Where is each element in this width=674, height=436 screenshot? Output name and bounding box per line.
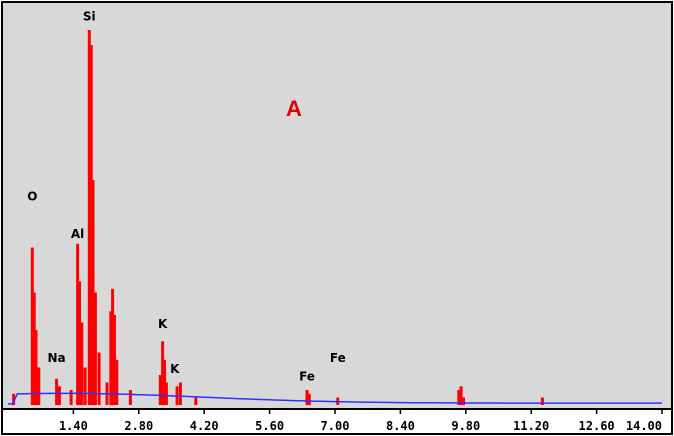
spectrum-peak-9 [78, 281, 81, 406]
x-tick-label-2: 4.20 [190, 419, 219, 433]
spectrum-peak-26 [164, 382, 168, 405]
spectrum-peak-0 [12, 393, 16, 406]
chart-title: A [286, 96, 302, 121]
spectrum-peak-13 [89, 45, 93, 405]
spectrum-peak-7 [69, 390, 73, 405]
spectrum-peak-1 [30, 247, 34, 405]
peak-label-4: K [158, 317, 168, 331]
x-tick-label-3: 5.60 [255, 419, 284, 433]
x-axis: 1.40 2.80 4.20 5.60 7.00 8.40 9.80 11.20 12.60 14… [59, 409, 663, 433]
spectrum-peak-29 [194, 397, 198, 405]
chart-background [2, 2, 672, 408]
x-tick-label-9: 14.00 [626, 419, 662, 433]
spectrum-peak-12 [87, 30, 91, 405]
spectrum-peak-14 [91, 180, 95, 405]
spectrum-peak-6 [57, 386, 61, 406]
x-tick-label-0: 1.40 [59, 419, 88, 433]
spectrum-peak-30 [305, 390, 309, 405]
x-tick-label-7: 11.20 [513, 419, 549, 433]
x-tick-label-6: 9.80 [451, 419, 480, 433]
peak-label-6: Fe [299, 370, 315, 384]
peak-labels: O Na Al Si K K Fe Fe [27, 10, 346, 384]
spectrum-peaks [12, 30, 544, 406]
spectrum-peak-8 [76, 243, 80, 406]
peak-label-2: Al [71, 227, 84, 241]
spectrum-peak-10 [80, 322, 84, 405]
spectrum-peak-22 [128, 390, 132, 405]
x-tick-label-5: 8.40 [386, 419, 415, 433]
peak-label-5: K [170, 362, 180, 376]
spectrum-peak-23 [158, 375, 162, 405]
spectrum-peak-31 [307, 393, 311, 406]
spectrum-peak-20 [113, 315, 116, 405]
peak-label-3: Si [83, 10, 96, 24]
x-tick-label-1: 2.80 [124, 419, 153, 433]
spectrum-peak-25 [163, 360, 166, 405]
spectrum-peak-15 [93, 292, 97, 405]
spectrum-peak-33 [457, 390, 461, 405]
x-tick-label-4: 7.00 [321, 419, 350, 433]
spectrum-peak-5 [55, 378, 59, 406]
spectrum-peak-34 [459, 386, 463, 406]
spectrum-peak-2 [32, 292, 36, 405]
background-curve [8, 392, 662, 405]
spectrum-peak-18 [109, 311, 113, 406]
peak-label-7: Fe [330, 351, 346, 365]
peak-label-1: Na [48, 351, 66, 365]
spectrum-peak-4 [37, 367, 41, 405]
spectrum-peak-24 [161, 341, 165, 406]
peak-label-0: O [27, 190, 37, 204]
spectrum-peak-19 [111, 288, 115, 406]
x-tick-label-8: 12.60 [579, 419, 615, 433]
spectrum-peak-28 [178, 382, 182, 405]
spectrum-peak-16 [97, 352, 101, 405]
spectrum-peak-21 [115, 360, 119, 405]
spectrum-peak-3 [34, 330, 38, 405]
spectrum-peak-11 [83, 367, 87, 405]
spectrum-peak-36 [540, 397, 544, 405]
spectrum-peak-35 [462, 397, 465, 405]
